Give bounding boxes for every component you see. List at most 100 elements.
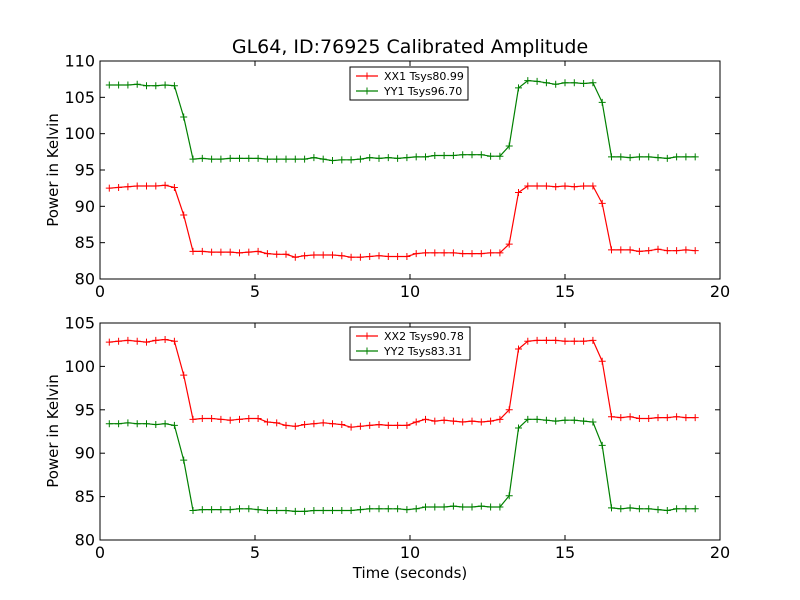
y-axis-label-top: Power in Kelvin xyxy=(44,113,62,227)
data-point-1-0-9 xyxy=(189,415,197,423)
data-point-0-0-48 xyxy=(552,183,560,191)
data-point-0-1-26 xyxy=(347,156,355,164)
data-point-0-0-41 xyxy=(487,249,495,257)
data-point-0-0-2 xyxy=(124,183,132,191)
data-point-1-0-36 xyxy=(440,416,448,424)
data-point-1-0-4 xyxy=(143,338,150,346)
data-point-1-1-37 xyxy=(449,502,457,510)
data-point-0-1-33 xyxy=(412,153,420,161)
data-point-1-1-31 xyxy=(394,505,402,513)
data-point-0-0-61 xyxy=(673,247,681,255)
data-point-1-0-26 xyxy=(347,423,355,431)
legend-marker-1-1 xyxy=(363,347,371,355)
data-point-1-1-1 xyxy=(115,420,123,428)
data-point-1-1-45 xyxy=(524,415,532,423)
data-point-0-0-8 xyxy=(180,211,188,219)
data-point-0-0-51 xyxy=(580,182,588,190)
data-point-0-1-50 xyxy=(570,79,578,87)
data-point-1-1-32 xyxy=(403,506,411,514)
data-point-0-1-43 xyxy=(505,142,513,150)
data-point-0-0-22 xyxy=(310,251,318,259)
data-point-1-0-10 xyxy=(198,414,206,422)
x-tick-label-1-0: 0 xyxy=(95,543,105,562)
data-point-1-0-33 xyxy=(412,418,420,426)
data-point-0-1-41 xyxy=(487,152,495,160)
data-point-1-1-49 xyxy=(561,416,569,424)
data-point-1-0-32 xyxy=(403,421,411,429)
data-point-1-0-52 xyxy=(589,336,597,344)
data-point-0-1-57 xyxy=(635,153,643,161)
data-point-1-0-47 xyxy=(542,336,550,344)
data-point-0-0-1 xyxy=(115,183,123,191)
data-point-1-1-58 xyxy=(645,505,653,513)
data-point-0-1-5 xyxy=(152,82,160,90)
data-point-0-1-61 xyxy=(673,153,681,161)
data-point-0-0-3 xyxy=(133,182,141,190)
data-point-0-1-6 xyxy=(161,81,169,89)
data-point-1-1-9 xyxy=(189,506,197,514)
data-point-0-0-63 xyxy=(691,247,699,255)
data-point-0-0-26 xyxy=(347,253,355,261)
x-tick-label-0-3: 15 xyxy=(555,282,575,301)
x-tick-label-1-4: 20 xyxy=(710,543,730,562)
data-point-0-1-2 xyxy=(124,81,132,89)
data-point-0-1-25 xyxy=(338,156,346,164)
legend-label-0-1: YY1 Tsys96.70 xyxy=(383,85,462,98)
data-point-1-0-44 xyxy=(515,345,522,353)
data-point-1-0-60 xyxy=(663,414,671,422)
data-point-1-1-5 xyxy=(152,421,160,429)
data-point-0-0-18 xyxy=(273,250,281,258)
chart-title: GL64, ID:76925 Calibrated Amplitude xyxy=(232,36,588,58)
data-point-0-1-55 xyxy=(617,153,625,161)
data-point-1-0-11 xyxy=(208,414,216,422)
data-point-0-1-38 xyxy=(459,151,467,159)
data-point-1-0-8 xyxy=(180,371,188,379)
data-point-0-1-40 xyxy=(477,151,485,159)
data-point-1-0-49 xyxy=(561,337,569,345)
data-point-1-1-36 xyxy=(440,503,448,511)
data-point-1-1-60 xyxy=(663,506,671,514)
data-point-1-0-58 xyxy=(645,414,653,422)
data-point-1-1-12 xyxy=(217,506,225,514)
data-point-0-1-4 xyxy=(143,82,150,90)
data-point-1-0-55 xyxy=(617,414,625,422)
data-point-1-1-4 xyxy=(143,420,150,428)
data-point-1-0-61 xyxy=(673,413,681,421)
data-point-1-1-50 xyxy=(570,416,578,424)
data-point-1-0-62 xyxy=(682,414,690,422)
y-tick-label-1-1: 85 xyxy=(75,487,95,506)
data-point-1-0-24 xyxy=(329,420,336,428)
y-tick-label-0-3: 95 xyxy=(75,161,95,180)
data-point-0-1-51 xyxy=(580,80,588,88)
legend-label-1-1: YY2 Tsys83.31 xyxy=(383,345,462,358)
data-point-1-1-10 xyxy=(198,506,206,514)
data-point-1-1-7 xyxy=(170,421,178,429)
data-point-1-0-38 xyxy=(459,418,467,426)
data-point-0-1-7 xyxy=(170,82,178,90)
data-point-1-1-35 xyxy=(431,503,439,511)
y-tick-label-0-0: 80 xyxy=(75,270,95,289)
legend-marker-1-0 xyxy=(363,332,371,340)
data-point-1-0-48 xyxy=(552,336,560,344)
data-point-1-0-59 xyxy=(654,414,662,422)
data-point-0-1-13 xyxy=(226,154,234,162)
data-point-1-1-53 xyxy=(598,441,606,449)
data-point-0-0-30 xyxy=(384,252,392,260)
legend-label-0-0: XX1 Tsys80.99 xyxy=(384,70,464,83)
data-point-1-0-46 xyxy=(533,336,541,344)
data-point-0-0-38 xyxy=(459,250,467,258)
data-point-0-0-49 xyxy=(561,182,569,190)
data-point-0-1-58 xyxy=(645,153,653,161)
data-point-0-0-13 xyxy=(226,248,234,256)
data-point-1-1-22 xyxy=(310,506,318,514)
data-point-0-1-62 xyxy=(682,153,690,161)
x-tick-label-1-3: 15 xyxy=(555,543,575,562)
data-point-1-1-42 xyxy=(496,503,504,511)
data-point-0-1-14 xyxy=(236,154,243,162)
y-tick-label-0-2: 90 xyxy=(75,197,95,216)
data-point-1-0-15 xyxy=(245,414,253,422)
data-point-1-1-43 xyxy=(505,492,513,500)
data-point-0-0-12 xyxy=(217,248,225,256)
data-point-1-0-12 xyxy=(217,415,225,423)
data-point-0-0-7 xyxy=(170,183,178,191)
